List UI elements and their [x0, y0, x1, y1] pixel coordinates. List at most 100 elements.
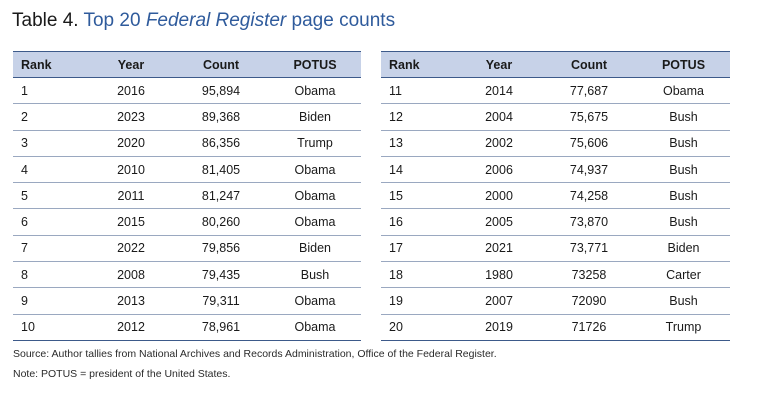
table-row: 8 2008 79,435 Bush	[13, 261, 361, 289]
cell-potus: Bush	[269, 261, 361, 289]
cell-year: 2016	[89, 77, 173, 105]
header-count: Count	[173, 51, 269, 78]
table-row: 19 2007 72090 Bush	[381, 287, 730, 315]
cell-year: 2013	[89, 287, 173, 315]
cell-count: 74,258	[541, 182, 637, 210]
table-row: 3 2020 86,356 Trump	[13, 130, 361, 157]
cell-rank: 10	[13, 314, 89, 341]
header-row: Rank Year Count POTUS	[381, 51, 730, 78]
cell-count: 81,405	[173, 156, 269, 184]
cell-potus: Trump	[269, 130, 361, 157]
header-year: Year	[89, 51, 173, 78]
table-row: 18 1980 73258 Carter	[381, 261, 730, 289]
header-rank: Rank	[13, 51, 89, 78]
cell-rank: 20	[381, 314, 457, 341]
cell-count: 78,961	[173, 314, 269, 341]
cell-year: 2023	[89, 103, 173, 131]
abbreviation-note: Note: POTUS = president of the United St…	[13, 368, 231, 380]
cell-count: 73,870	[541, 208, 637, 236]
cell-rank: 3	[13, 130, 89, 157]
header-potus: POTUS	[269, 51, 361, 78]
cell-potus: Obama	[269, 208, 361, 236]
cell-count: 86,356	[173, 130, 269, 157]
cell-potus: Bush	[637, 208, 730, 236]
cell-rank: 9	[13, 287, 89, 315]
caption-italic: Federal Register	[145, 10, 287, 31]
cell-potus: Trump	[637, 314, 730, 341]
table-row: 17 2021 73,771 Biden	[381, 235, 730, 263]
cell-count: 95,894	[173, 77, 269, 105]
cell-rank: 18	[381, 261, 457, 289]
cell-rank: 1	[13, 77, 89, 105]
cell-count: 75,675	[541, 103, 637, 131]
cell-rank: 11	[381, 77, 457, 105]
table-row: 9 2013 79,311 Obama	[13, 287, 361, 315]
cell-year: 2022	[89, 235, 173, 263]
table-row: 13 2002 75,606 Bush	[381, 130, 730, 157]
cell-potus: Obama	[269, 156, 361, 184]
caption-pre: Top 20	[83, 10, 141, 31]
table-row: 5 2011 81,247 Obama	[13, 182, 361, 210]
table-row: 11 2014 77,687 Obama	[381, 77, 730, 105]
cell-count: 89,368	[173, 103, 269, 131]
cell-year: 2000	[457, 182, 541, 210]
cell-year: 2020	[89, 130, 173, 157]
cell-count: 79,435	[173, 261, 269, 289]
cell-year: 2015	[89, 208, 173, 236]
cell-potus: Bush	[637, 103, 730, 131]
table-row: 20 2019 71726 Trump	[381, 314, 730, 341]
cell-year: 2011	[89, 182, 173, 210]
cell-year: 2019	[457, 314, 541, 341]
cell-potus: Bush	[637, 156, 730, 184]
cell-rank: 6	[13, 208, 89, 236]
table-caption: Top 20 Federal Register page counts	[83, 10, 395, 31]
table-row: 6 2015 80,260 Obama	[13, 208, 361, 236]
table-row: 1 2016 95,894 Obama	[13, 77, 361, 105]
table-row: 16 2005 73,870 Bush	[381, 208, 730, 236]
cell-potus: Obama	[637, 77, 730, 105]
cell-potus: Biden	[269, 103, 361, 131]
cell-year: 2006	[457, 156, 541, 184]
header-potus: POTUS	[637, 51, 730, 78]
rank-table-left: Rank Year Count POTUS 1 2016 95,894 Obama 2 2…	[13, 51, 361, 341]
table-row: 4 2010 81,405 Obama	[13, 156, 361, 184]
cell-year: 2007	[457, 287, 541, 315]
cell-potus: Bush	[637, 182, 730, 210]
source-note: Source: Author tallies from National Arc…	[13, 348, 497, 360]
cell-year: 2008	[89, 261, 173, 289]
cell-count: 79,311	[173, 287, 269, 315]
cell-year: 1980	[457, 261, 541, 289]
cell-rank: 12	[381, 103, 457, 131]
cell-rank: 13	[381, 130, 457, 157]
cell-count: 73,771	[541, 235, 637, 263]
cell-year: 2010	[89, 156, 173, 184]
cell-count: 81,247	[173, 182, 269, 210]
cell-count: 74,937	[541, 156, 637, 184]
cell-count: 72090	[541, 287, 637, 315]
cell-rank: 14	[381, 156, 457, 184]
header-rank: Rank	[381, 51, 457, 78]
cell-potus: Carter	[637, 261, 730, 289]
cell-rank: 2	[13, 103, 89, 131]
caption-post: page counts	[291, 10, 396, 31]
cell-count: 73258	[541, 261, 637, 289]
table-notes: Source: Author tallies from National Arc…	[13, 344, 497, 384]
cell-rank: 16	[381, 208, 457, 236]
table-row: 12 2004 75,675 Bush	[381, 103, 730, 131]
cell-year: 2021	[457, 235, 541, 263]
table-row: 2 2023 89,368 Biden	[13, 103, 361, 131]
cell-potus: Bush	[637, 130, 730, 157]
header-year: Year	[457, 51, 541, 78]
cell-year: 2004	[457, 103, 541, 131]
table-row: 15 2000 74,258 Bush	[381, 182, 730, 210]
cell-year: 2002	[457, 130, 541, 157]
table-title: Table 4. Top 20 Federal Register page co…	[12, 8, 395, 34]
cell-potus: Biden	[637, 235, 730, 263]
cell-rank: 19	[381, 287, 457, 315]
cell-potus: Bush	[637, 287, 730, 315]
table-row: 7 2022 79,856 Biden	[13, 235, 361, 263]
cell-potus: Obama	[269, 77, 361, 105]
table-row: 14 2006 74,937 Bush	[381, 156, 730, 184]
cell-count: 79,856	[173, 235, 269, 263]
rank-table-right: Rank Year Count POTUS 11 2014 77,687 Obama 1…	[381, 51, 730, 341]
